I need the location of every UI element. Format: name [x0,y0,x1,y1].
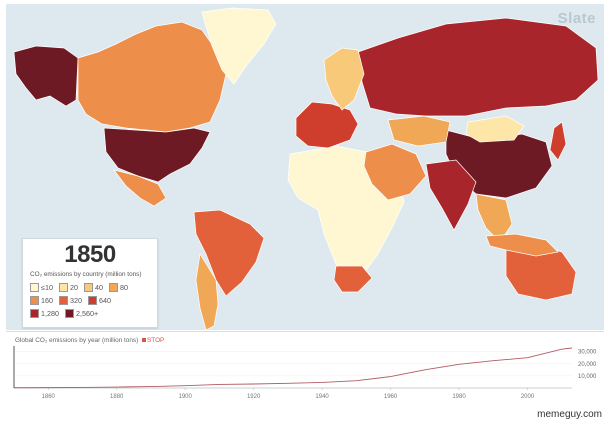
legend-label: 320 [70,296,82,305]
legend-swatch [30,296,39,305]
x-tick-label: 1880 [110,394,124,400]
year-label: 1850 [64,241,116,268]
stop-icon [142,338,147,343]
legend-label: 20 [69,283,78,292]
watermark: memeguy.com [537,409,602,420]
legend-item: 2,560+ [65,309,98,318]
series-line [13,347,573,389]
country-alaska[interactable] [13,45,79,107]
timeline-panel: Global CO₂ emissions by year (million to… [6,331,604,402]
legend-swatch [58,283,68,292]
stop-button[interactable]: STOP [142,337,164,344]
legend-item: 40 [83,283,103,292]
x-tick-label: 1900 [178,394,192,400]
country-japan[interactable] [549,121,567,161]
x-tick-label: 2000 [521,394,535,400]
legend-swatch [30,283,39,292]
legend-title: CO₂ emissions by country (million tons) [30,271,142,278]
map-svg [13,7,599,330]
legend-item: 20 [58,283,78,292]
legend-label: 40 [94,283,103,292]
country-middle-east[interactable] [363,143,427,201]
legend-label: 640 [99,296,111,305]
legend-label: 1,280 [41,309,59,318]
legend-swatch [108,283,118,292]
legend-row-3: 1,280 2,560+ [30,309,98,318]
timeline-header: Global CO₂ emissions by year (million to… [15,337,164,344]
legend-swatch [59,296,68,305]
legend-item: 160 [30,296,53,305]
y-tick-label: 10,000 [578,374,597,380]
country-india[interactable] [425,159,477,231]
legend-label: 160 [41,296,53,305]
x-tick-label: 1980 [452,394,466,400]
legend-panel: 1850 CO₂ emissions by country (million t… [22,238,158,328]
legend-swatch [83,283,93,292]
country-russia[interactable] [357,17,599,117]
timeline-grid [13,346,572,389]
legend-item: 320 [59,296,82,305]
country-south-africa[interactable] [333,265,373,293]
y-tick-label: 20,000 [578,362,597,368]
country-europe-west[interactable] [295,101,359,149]
country-mexico[interactable] [113,169,167,207]
timeline-title: Global CO₂ emissions by year (million to… [15,337,139,344]
country-argentina[interactable] [195,253,219,330]
legend-swatch [65,309,74,318]
countries-layer [13,7,599,330]
x-tick-label: 1940 [315,394,329,400]
country-kazakhstan[interactable] [387,115,451,147]
legend-row-2: 160 320 640 [30,296,111,305]
legend-row-1: ≤10 20 40 80 [30,283,128,292]
legend-item: 80 [108,283,128,292]
legend-label: 2,560+ [76,309,99,318]
y-tick-label: 30,000 [578,350,597,356]
country-brazil[interactable] [193,209,265,297]
country-canada[interactable] [77,21,227,133]
country-scandinavia[interactable] [323,47,365,111]
country-indonesia[interactable] [485,233,559,257]
legend-swatch [30,309,39,318]
timeline-x-ticks: 1860 1880 1900 1920 1940 1960 1980 2000 [42,388,535,400]
x-tick-label: 1860 [42,394,56,400]
legend-swatch [88,296,97,305]
legend-label: ≤10 [41,283,53,292]
timeline-y-ticks: 30,000 20,000 10,000 [578,350,597,380]
world-map: Slate 1850 CO₂ emissions by country (mil… [6,4,604,330]
brand-logo: Slate [557,10,596,27]
legend-label: 80 [119,283,128,292]
stop-label: STOP [147,337,165,344]
legend-item: 1,280 [30,309,59,318]
x-tick-label: 1920 [247,394,261,400]
timeline-series [13,347,573,389]
x-tick-label: 1960 [384,394,398,400]
country-usa[interactable] [103,127,211,183]
country-mongolia[interactable] [465,115,525,143]
legend-item: 640 [88,296,111,305]
legend-item: ≤10 [30,283,53,292]
country-greenland[interactable] [201,7,277,85]
